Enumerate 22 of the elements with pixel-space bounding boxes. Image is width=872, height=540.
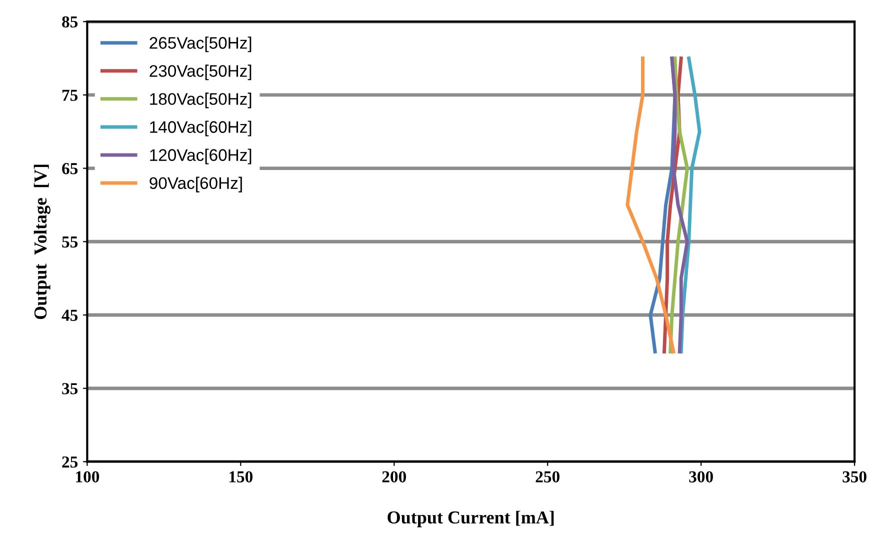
x-tick-label: 100 <box>76 471 100 482</box>
y-tick-label: 65 <box>62 163 78 174</box>
y-tick-label: 25 <box>62 456 78 468</box>
x-axis-title: Output Current [mA] <box>388 510 554 528</box>
y-tick-label: 35 <box>62 383 78 394</box>
y-tick-label: 75 <box>62 90 78 101</box>
legend-label: 120Vac[60Hz] <box>150 148 252 164</box>
y-tick-label: 55 <box>62 236 78 248</box>
x-tick-label: 300 <box>689 471 713 482</box>
y-axis-title: Output Voltage [V] <box>34 164 50 320</box>
legend-label: 140Vac[60Hz] <box>150 120 252 136</box>
y-tick-label: 45 <box>62 310 78 321</box>
x-tick-label: 250 <box>536 471 560 482</box>
y-tick-label: 85 <box>62 16 78 28</box>
legend-label: 230Vac[50Hz] <box>150 64 252 80</box>
x-tick-label: 150 <box>230 471 253 482</box>
legend-label: 90Vac[60Hz] <box>150 176 242 192</box>
x-tick-label: 350 <box>842 471 866 482</box>
line-series <box>626 56 676 354</box>
x-tick-label: 200 <box>382 471 406 482</box>
legend-label: 265Vac[50Hz] <box>150 36 252 52</box>
legend-label: 180Vac[50Hz] <box>150 92 252 108</box>
